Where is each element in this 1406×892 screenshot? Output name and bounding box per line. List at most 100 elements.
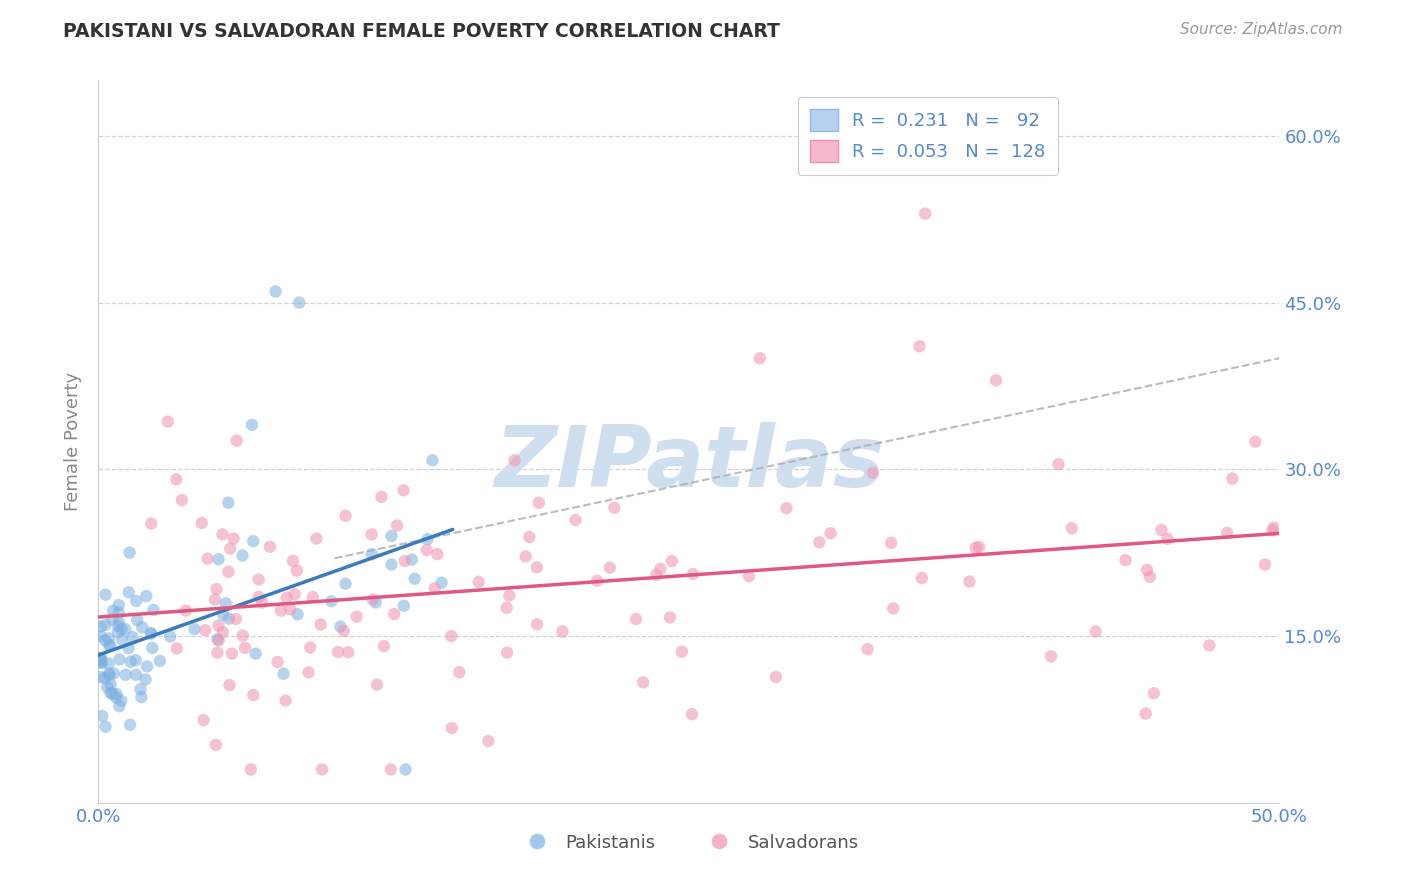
Point <box>360 527 382 541</box>
Point <box>1263 520 1285 534</box>
Point <box>526 617 548 632</box>
Point <box>131 620 153 634</box>
Point <box>1139 570 1161 584</box>
Point <box>370 490 392 504</box>
Point <box>139 626 162 640</box>
Point <box>1198 639 1220 653</box>
Point <box>1216 525 1239 540</box>
Point <box>242 534 264 549</box>
Point <box>207 618 229 632</box>
Point <box>366 678 388 692</box>
Y-axis label: Female Poverty: Female Poverty <box>65 372 83 511</box>
Point <box>527 496 550 510</box>
Point <box>440 721 463 735</box>
Point <box>1156 532 1178 546</box>
Point <box>222 532 245 546</box>
Point <box>908 339 931 353</box>
Point <box>288 295 311 310</box>
Point <box>212 607 235 622</box>
Point <box>125 667 148 681</box>
Point <box>274 694 297 708</box>
Point <box>170 493 193 508</box>
Point <box>207 552 229 566</box>
Point <box>101 613 124 627</box>
Point <box>416 532 439 546</box>
Point <box>1136 563 1159 577</box>
Point <box>129 682 152 697</box>
Point <box>247 590 270 604</box>
Point <box>245 647 267 661</box>
Point <box>624 612 647 626</box>
Point <box>266 655 288 669</box>
Point <box>515 549 537 564</box>
Point <box>101 687 124 701</box>
Point <box>107 625 129 640</box>
Point <box>631 675 654 690</box>
Point <box>215 596 238 610</box>
Point <box>247 573 270 587</box>
Point <box>361 592 384 607</box>
Point <box>856 642 879 657</box>
Point <box>139 626 162 640</box>
Point <box>564 513 586 527</box>
Point <box>392 599 415 613</box>
Point <box>305 532 328 546</box>
Point <box>681 707 703 722</box>
Point <box>91 709 114 723</box>
Point <box>90 656 112 670</box>
Point <box>430 575 453 590</box>
Point <box>107 619 129 633</box>
Point <box>211 625 233 640</box>
Point <box>270 604 292 618</box>
Point <box>1040 649 1063 664</box>
Point <box>321 594 343 608</box>
Point <box>495 600 517 615</box>
Point <box>422 453 444 467</box>
Point <box>285 564 308 578</box>
Point <box>820 526 842 541</box>
Point <box>1135 706 1157 721</box>
Point <box>125 653 148 667</box>
Point <box>190 516 212 530</box>
Point <box>194 624 217 638</box>
Point <box>467 574 489 589</box>
Point <box>193 713 215 727</box>
Text: Source: ZipAtlas.com: Source: ZipAtlas.com <box>1180 22 1343 37</box>
Point <box>107 615 129 629</box>
Point <box>90 651 112 665</box>
Point <box>107 606 129 620</box>
Point <box>380 529 402 543</box>
Point <box>118 718 141 732</box>
Point <box>221 647 243 661</box>
Point <box>1115 553 1137 567</box>
Point <box>121 630 143 644</box>
Point <box>650 562 672 576</box>
Point <box>426 547 449 561</box>
Point <box>1150 523 1173 537</box>
Point <box>217 496 239 510</box>
Point <box>1254 558 1277 572</box>
Point <box>108 699 131 714</box>
Point <box>503 453 526 467</box>
Point <box>205 738 228 752</box>
Point <box>477 734 499 748</box>
Point <box>299 640 322 655</box>
Point <box>380 763 402 777</box>
Point <box>449 665 471 680</box>
Point <box>382 607 405 621</box>
Point <box>125 594 148 608</box>
Point <box>96 680 118 694</box>
Point <box>335 576 357 591</box>
Point <box>326 645 349 659</box>
Point <box>120 655 142 669</box>
Point <box>94 633 117 648</box>
Point <box>118 585 141 599</box>
Point <box>104 690 127 705</box>
Point <box>671 645 693 659</box>
Point <box>103 666 125 681</box>
Point <box>94 588 117 602</box>
Point <box>103 604 125 618</box>
Point <box>231 549 253 563</box>
Point <box>117 641 139 656</box>
Point <box>1222 472 1244 486</box>
